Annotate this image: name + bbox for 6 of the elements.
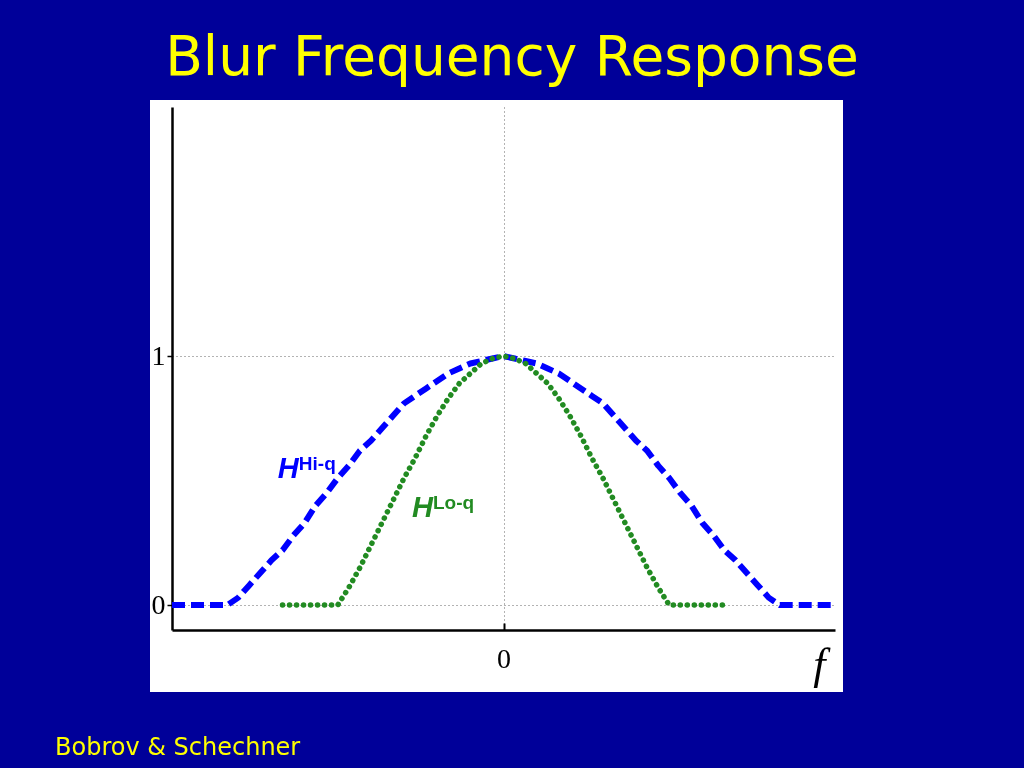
x-axis-title: f [813, 639, 832, 689]
series-label: H$^{Hi-q}$ [277, 452, 336, 485]
chart-title: Blur Frequency Response [164, 24, 860, 88]
y-tick-label: 1 [151, 339, 166, 371]
series-label: H$^{Lo-q}$ [412, 491, 475, 524]
text: Bobrov & Schechner [55, 733, 301, 761]
